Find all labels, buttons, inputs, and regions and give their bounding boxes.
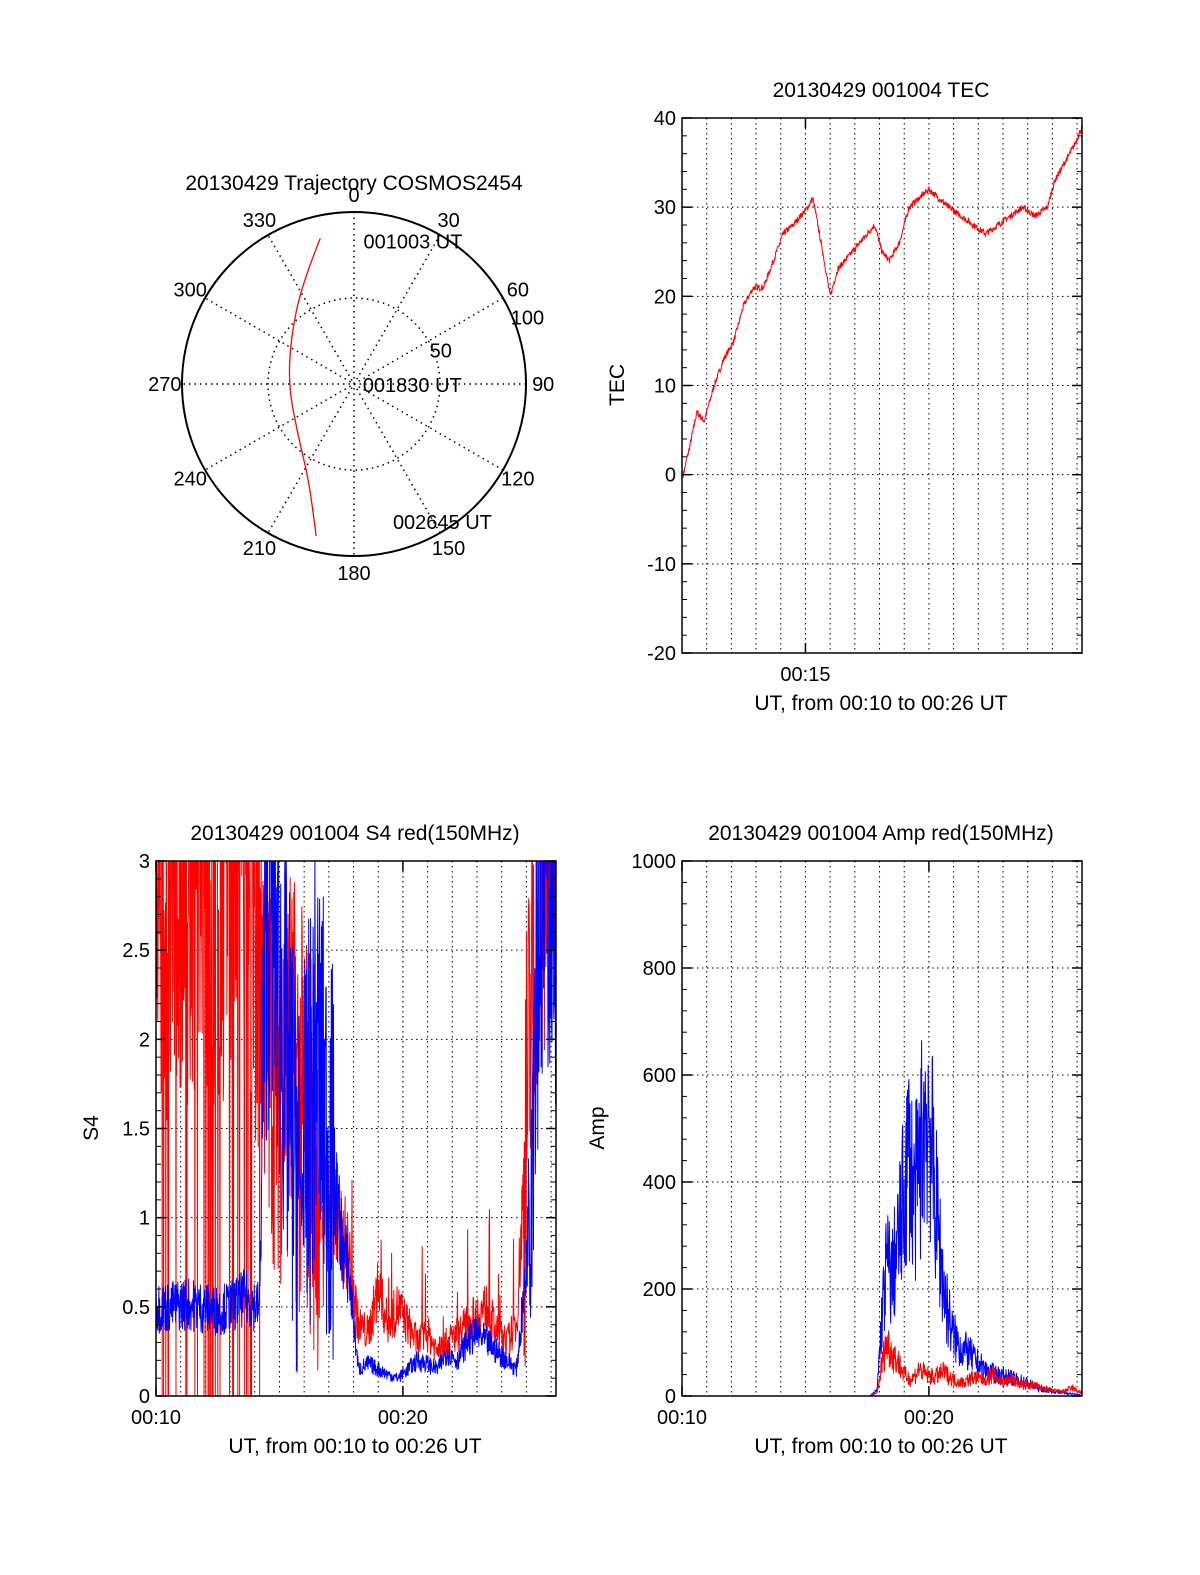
polar-azimuth-label: 240: [173, 469, 206, 491]
polar-azimuth-label: 300: [173, 279, 206, 301]
tec-plot-frame: [681, 117, 1083, 654]
amp-series: [682, 1040, 1082, 1396]
y-tick-label: 200: [643, 1279, 676, 1301]
amp-x-axis-label: UT, from 00:10 to 00:26 UT: [754, 1435, 1007, 1458]
x-tick-label: 00:15: [780, 664, 830, 686]
amp-ticks: 0 200 400 600 800 1000 00:10 00:20: [632, 851, 1082, 1429]
polar-radial-tick-label: 100: [511, 307, 544, 329]
y-tick-label: 20: [654, 286, 676, 308]
polar-azimuth-label: 330: [243, 210, 276, 232]
trajectory-polar-plot: 20130429 Trajectory COSMOS2454 0 30 60 90 12…: [148, 172, 554, 585]
s4-series: [156, 861, 556, 1396]
trajectory-annotations: 001003 UT 001830 UT 002645 UT: [363, 231, 492, 533]
polar-azimuth-label: 270: [148, 374, 181, 396]
series-line: [156, 861, 556, 1382]
y-tick-label: 30: [654, 197, 676, 219]
y-tick-label: 0: [665, 465, 676, 487]
polar-grid-spoke: [267, 234, 441, 534]
y-tick-label: 800: [643, 958, 676, 980]
polar-azimuth-label: 120: [501, 469, 534, 491]
trajectory-time-label: 002645 UT: [393, 512, 492, 534]
y-tick-label: 1.5: [122, 1119, 150, 1141]
s4-y-axis-label: S4: [80, 1115, 103, 1141]
y-tick-label: 3: [139, 851, 150, 873]
y-tick-label: 1: [139, 1208, 150, 1230]
tec-x-axis-label: UT, from 00:10 to 00:26 UT: [754, 692, 1007, 715]
amp-grid: [682, 861, 1082, 1396]
s4-title: 20130429 001004 S4 red(150MHz): [190, 822, 519, 845]
amp-plot-frame: [681, 860, 1083, 1397]
polar-azimuth-label: 210: [243, 538, 276, 560]
amp-plot: 20130429 001004 Amp red(150MHz) UT, from…: [586, 822, 1083, 1458]
x-tick-label: 00:20: [904, 1407, 954, 1429]
y-tick-label: 600: [643, 1065, 676, 1087]
series-line: [156, 861, 556, 1396]
trajectory-title: 20130429 Trajectory COSMOS2454: [185, 172, 523, 195]
tec-y-axis-label: TEC: [606, 364, 629, 406]
polar-grid-circle: [267, 297, 441, 471]
polar-grid: [181, 211, 527, 557]
amp-title: 20130429 001004 Amp red(150MHz): [708, 822, 1054, 845]
polar-azimuth-label: 90: [532, 374, 554, 396]
y-tick-label: 0.5: [122, 1297, 150, 1319]
s4-plot-frame: [155, 860, 557, 1397]
polar-azimuth-labels: 0 30 60 90 120 150 180 210 240 270 300 330: [148, 185, 554, 585]
y-tick-label: 2: [139, 1029, 150, 1051]
tec-series: [682, 124, 1082, 478]
polar-azimuth-label: 30: [437, 210, 459, 232]
trajectory-time-label: 001003 UT: [363, 231, 462, 253]
trajectory-path: [288, 237, 321, 536]
y-tick-label: 10: [654, 376, 676, 398]
polar-azimuth-label: 150: [432, 538, 465, 560]
series-line: [682, 1330, 1082, 1396]
polar-radial-tick-label: 50: [430, 341, 452, 363]
polar-azimuth-label: 60: [507, 279, 529, 301]
y-tick-label: -10: [647, 554, 676, 576]
y-tick-label: 0: [665, 1386, 676, 1408]
polar-azimuth-label: 180: [337, 563, 370, 585]
amp-y-axis-label: Amp: [586, 1106, 609, 1149]
y-tick-label: 40: [654, 108, 676, 130]
s4-plot: 20130429 001004 S4 red(150MHz) UT, from …: [80, 822, 557, 1458]
y-tick-label: 400: [643, 1172, 676, 1194]
tec-title: 20130429 001004 TEC: [773, 79, 990, 102]
series-line: [682, 124, 1082, 478]
s4-x-axis-label: UT, from 00:10 to 00:26 UT: [228, 1435, 481, 1458]
x-tick-label: 00:20: [378, 1407, 428, 1429]
trajectory-curve: [288, 237, 321, 536]
y-tick-label: 2.5: [122, 940, 150, 962]
x-tick-label: 00:10: [657, 1407, 707, 1429]
polar-azimuth-label: 0: [348, 185, 359, 207]
y-tick-label: 0: [139, 1386, 150, 1408]
x-tick-label: 00:10: [131, 1407, 181, 1429]
y-tick-label: 1000: [632, 851, 677, 873]
y-tick-label: -20: [647, 643, 676, 665]
s4-ticks: 0 0.5 1 1.5 2 2.5 3 00:10 00:20: [122, 851, 556, 1429]
trajectory-time-label: 001830 UT: [363, 375, 462, 397]
tec-ticks: -20 -10 0 10 20 30 40 00:15: [647, 108, 1082, 686]
polar-radial-ticks: 50 100: [430, 307, 545, 362]
tec-plot: 20130429 001004 TEC UT, from 00:10 to 00…: [606, 79, 1083, 715]
